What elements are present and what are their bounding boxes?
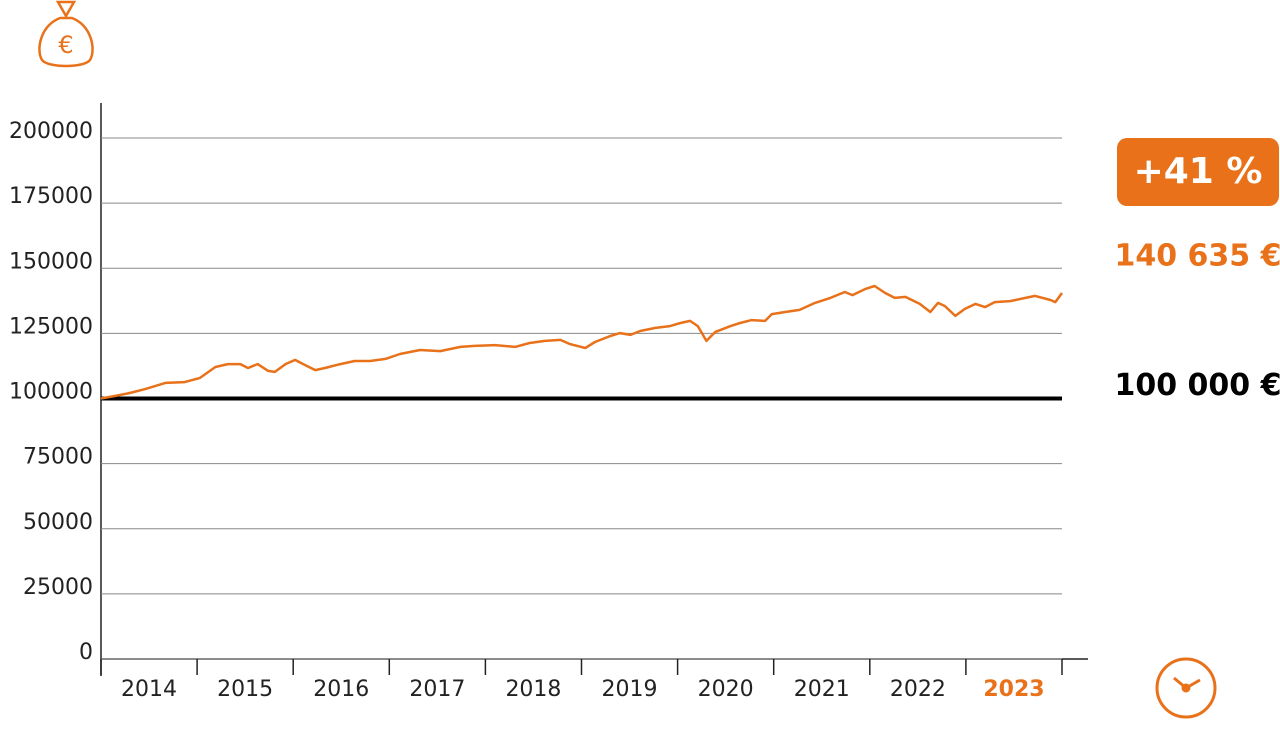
x-tick-label: 2018 xyxy=(505,677,561,702)
y-tick-label: 150000 xyxy=(9,249,93,274)
y-tick-label: 200000 xyxy=(9,119,93,144)
money-bag-icon: € xyxy=(38,0,94,68)
y-tick-label: 175000 xyxy=(9,184,93,209)
x-tick-label: 2021 xyxy=(794,677,850,702)
reference-label: 100 000 € xyxy=(1114,368,1280,403)
y-tick-label: 25000 xyxy=(23,575,93,600)
x-tick-label: 2015 xyxy=(217,677,273,702)
change-badge xyxy=(1117,138,1279,206)
end-value-label: 140 635 € xyxy=(1114,239,1280,274)
y-tick-label: 100000 xyxy=(9,380,93,405)
change-label: +41 % xyxy=(1134,151,1263,192)
x-tick-label: 2017 xyxy=(409,677,465,702)
clock-icon xyxy=(1155,657,1217,719)
x-tick-label: 2016 xyxy=(313,677,369,702)
y-tick-label: 0 xyxy=(79,640,93,665)
y-tick-label: 125000 xyxy=(9,314,93,339)
y-tick-label: 50000 xyxy=(23,510,93,535)
x-tick-label: 2023 xyxy=(983,677,1044,702)
x-tick-label: 2019 xyxy=(602,677,658,702)
y-tick-label: 75000 xyxy=(23,445,93,470)
x-tick-label: 2014 xyxy=(121,677,177,702)
x-tick-label: 2020 xyxy=(698,677,754,702)
line-series xyxy=(100,284,1064,400)
x-tick-label: 2022 xyxy=(890,677,946,702)
svg-text:€: € xyxy=(58,31,73,59)
